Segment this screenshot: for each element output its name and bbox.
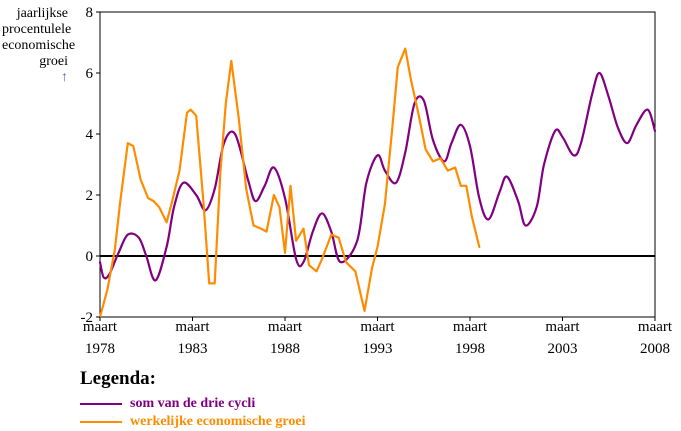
- x-tick-label-year: 1978: [85, 341, 115, 357]
- y-axis-label-line-3: economische: [2, 38, 76, 53]
- legend-item-sum-of-cycles: som van de drie cycli: [80, 395, 255, 413]
- x-tick-label-year: 1988: [270, 341, 300, 357]
- legend-item-actual-growth: werkelijke economische groei: [80, 413, 305, 431]
- up-arrow-icon: ↑: [61, 70, 68, 85]
- y-tick-label: 8: [86, 5, 94, 21]
- y-axis-label: jaarlijkse procentulele economische groe…: [2, 6, 76, 86]
- x-tick-label-year: 2003: [548, 341, 578, 357]
- plot-frame: [99, 11, 656, 318]
- legend-title: Legenda:: [80, 368, 156, 389]
- x-tick-label-month: maart: [545, 319, 580, 335]
- x-tick-label-month: maart: [268, 319, 303, 335]
- series-line-sum-of-cycles: [98, 71, 657, 282]
- y-tick-label: 0: [86, 249, 94, 265]
- y-tick-label: 4: [86, 127, 94, 143]
- tick-labels: -2 0 2 4 6 8 maart 1978 maart 1983 maart 1988 maart 1…: [81, 5, 673, 357]
- legend-swatch-sum-of-cycles: [80, 403, 122, 405]
- x-tick-label-month: maart: [175, 319, 210, 335]
- y-tick-label: 6: [86, 66, 94, 82]
- legend-label-actual-growth: werkelijke economische groei: [130, 414, 306, 429]
- legend-swatch-actual-growth: [80, 421, 122, 423]
- x-tick-label-month: maart: [360, 319, 395, 335]
- x-tick-label-month: maart: [638, 319, 673, 335]
- x-tick-label-year: 1998: [455, 341, 485, 357]
- x-tick-label-year: 1993: [363, 341, 393, 357]
- y-tick-label: -2: [81, 310, 94, 326]
- y-axis-label-line-2: procentulele: [2, 22, 72, 37]
- x-tick-label-month: maart: [83, 319, 118, 335]
- y-axis-label-line-4: groei: [39, 54, 68, 69]
- series-line-actual-growth: [98, 47, 481, 319]
- x-tick-label-year: 1983: [178, 341, 208, 357]
- y-tick-label: 2: [86, 188, 94, 204]
- y-axis-label-line-1: jaarlijkse: [16, 6, 68, 21]
- x-tick-label-year: 2008: [640, 341, 670, 357]
- plot-area: [98, 11, 657, 319]
- legend-label-sum-of-cycles: som van de drie cycli: [130, 396, 256, 411]
- x-tick-label-month: maart: [453, 319, 488, 335]
